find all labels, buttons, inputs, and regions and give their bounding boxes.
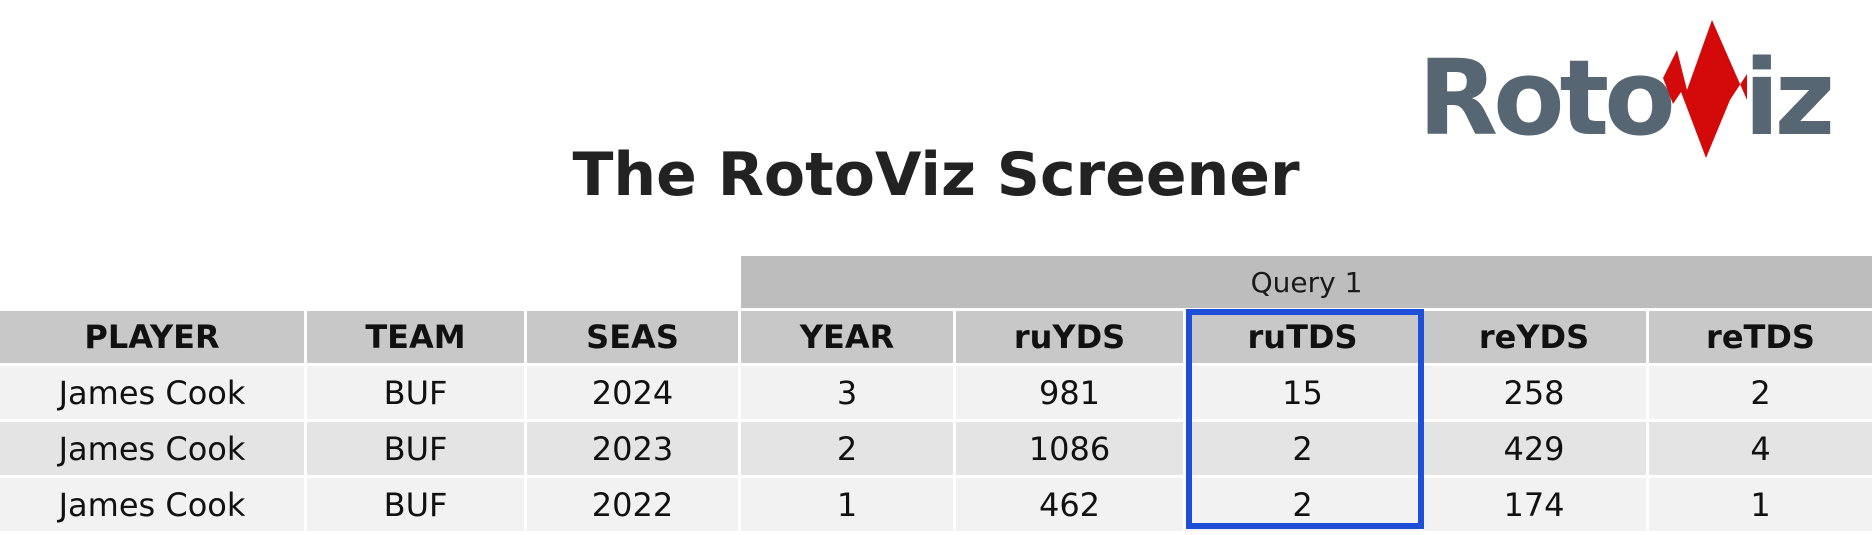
- cell-reyds: 429: [1422, 422, 1649, 478]
- group-header-blank: [0, 256, 741, 311]
- column-header-team[interactable]: TEAM: [307, 311, 527, 366]
- query-group-label: Query 1: [741, 256, 1872, 311]
- column-header-retds[interactable]: reTDS: [1649, 311, 1872, 366]
- cell-retds: 4: [1649, 422, 1872, 478]
- cell-ruyds: 1086: [956, 422, 1186, 478]
- cell-rutds: 15: [1186, 366, 1422, 422]
- logo-v-lightning-icon: [1663, 20, 1747, 158]
- logo-text-iz: iz: [1744, 37, 1835, 159]
- cell-ruyds: 462: [956, 478, 1186, 534]
- cell-player: James Cook: [0, 422, 307, 478]
- table-row: James Cook BUF 2024 3 981 15 258 2: [0, 366, 1872, 422]
- column-header-ruyds[interactable]: ruYDS: [956, 311, 1186, 366]
- cell-reyds: 174: [1422, 478, 1649, 534]
- column-header-reyds[interactable]: reYDS: [1422, 311, 1649, 366]
- cell-player: James Cook: [0, 478, 307, 534]
- cell-year: 1: [741, 478, 956, 534]
- column-header-seas[interactable]: SEAS: [527, 311, 741, 366]
- cell-retds: 2: [1649, 366, 1872, 422]
- cell-year: 2: [741, 422, 956, 478]
- column-header-player[interactable]: PLAYER: [0, 311, 307, 366]
- cell-team: BUF: [307, 422, 527, 478]
- logo-text-roto: Roto: [1418, 37, 1676, 159]
- screener-table: Query 1 PLAYER TEAM SEAS YEAR ruYDS ruTD…: [0, 256, 1872, 534]
- cell-reyds: 258: [1422, 366, 1649, 422]
- column-header-rutds[interactable]: ruTDS: [1186, 311, 1422, 366]
- query-group-row: Query 1: [0, 256, 1872, 311]
- rotoviz-logo: Roto iz: [1418, 20, 1842, 162]
- cell-year: 3: [741, 366, 956, 422]
- cell-seas: 2024: [527, 366, 741, 422]
- cell-rutds: 2: [1186, 422, 1422, 478]
- column-header-row: PLAYER TEAM SEAS YEAR ruYDS ruTDS reYDS …: [0, 311, 1872, 366]
- cell-team: BUF: [307, 366, 527, 422]
- cell-ruyds: 981: [956, 366, 1186, 422]
- page-title: The RotoViz Screener: [572, 140, 1300, 210]
- table-row: James Cook BUF 2022 1 462 2 174 1: [0, 478, 1872, 534]
- cell-seas: 2022: [527, 478, 741, 534]
- cell-rutds: 2: [1186, 478, 1422, 534]
- column-header-year[interactable]: YEAR: [741, 311, 956, 366]
- cell-seas: 2023: [527, 422, 741, 478]
- table-row: James Cook BUF 2023 2 1086 2 429 4: [0, 422, 1872, 478]
- cell-player: James Cook: [0, 366, 307, 422]
- cell-retds: 1: [1649, 478, 1872, 534]
- cell-team: BUF: [307, 478, 527, 534]
